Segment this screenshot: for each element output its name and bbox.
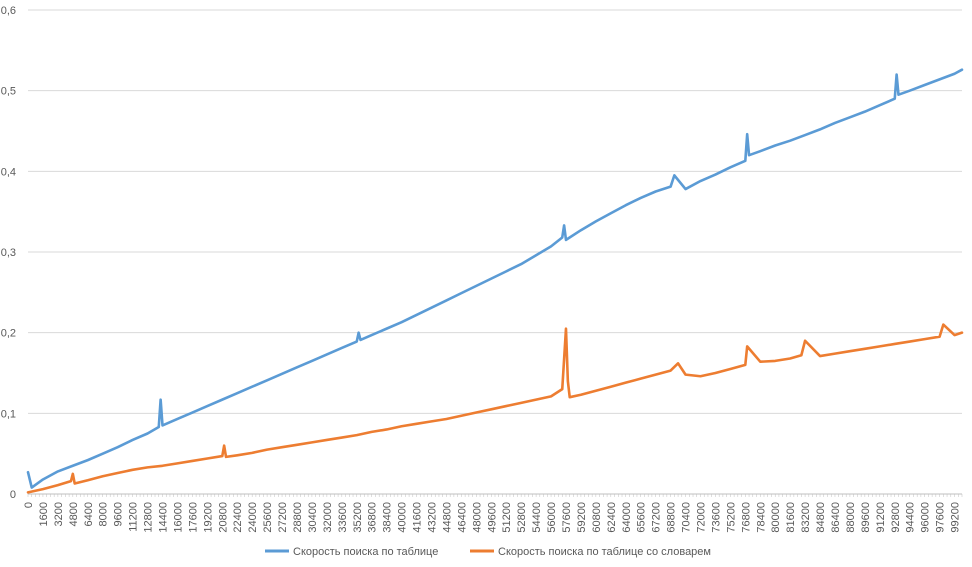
legend-label: Скорость поиска по таблице со словарем: [498, 546, 711, 558]
x-tick-label: 78400: [755, 502, 767, 533]
y-tick-label: 0,2: [1, 328, 16, 340]
x-tick-label: 70400: [681, 502, 693, 533]
y-tick-label: 0,4: [1, 166, 16, 178]
x-axis-ticks: 0 1600 3200 4800 6400 8000 9600 11200 12800 14400…: [23, 494, 963, 533]
x-tick-label: 11200: [128, 502, 140, 532]
x-tick-label: 43200: [426, 502, 438, 533]
x-tick-label: 52800: [516, 502, 528, 533]
x-tick-label: 0: [23, 502, 35, 508]
x-tick-label: 94400: [905, 502, 917, 533]
x-tick-label: 86400: [830, 502, 842, 533]
x-tick-label: 35200: [352, 502, 364, 533]
x-tick-label: 88000: [845, 502, 857, 533]
x-tick-label: 73600: [710, 502, 722, 533]
series-line-2: [26, 323, 964, 494]
x-tick-label: 83200: [800, 502, 812, 533]
x-tick-label: 56000: [546, 502, 558, 533]
x-tick-label: 6400: [83, 502, 95, 526]
x-tick-label: 25600: [262, 502, 274, 533]
y-tick-label: 0: [10, 489, 16, 501]
y-axis-ticks: 0 0,1 0,2 0,3 0,4 0,5 0,6: [1, 5, 16, 501]
x-tick-label: 64000: [621, 502, 633, 533]
y-tick-label: 0,1: [1, 408, 16, 420]
x-tick-label: 72000: [695, 502, 707, 533]
x-tick-label: 67200: [651, 502, 663, 533]
x-tick-label: 92800: [890, 502, 902, 533]
y-tick-label: 0,3: [1, 247, 16, 259]
x-tick-label: 32000: [322, 502, 334, 533]
x-tick-label: 51200: [501, 502, 513, 533]
x-tick-label: 14400: [157, 502, 169, 533]
x-tick-label: 49600: [486, 502, 498, 533]
gridlines: [28, 9, 962, 495]
x-tick-label: 48000: [471, 502, 483, 533]
x-tick-label: 89600: [860, 502, 872, 533]
x-tick-label: 80000: [770, 502, 782, 533]
x-tick-label: 22400: [232, 502, 244, 533]
x-tick-label: 65600: [636, 502, 648, 533]
series-line-1: [26, 68, 964, 489]
x-tick-label: 62400: [606, 502, 618, 533]
x-tick-label: 40000: [397, 502, 409, 533]
x-tick-label: 96000: [920, 502, 932, 533]
x-tick-label: 20800: [217, 502, 229, 533]
x-tick-label: 91200: [875, 502, 887, 533]
x-tick-label: 57600: [561, 502, 573, 533]
x-tick-label: 59200: [576, 502, 588, 533]
x-tick-label: 9600: [113, 502, 125, 526]
x-tick-label: 36800: [367, 502, 379, 533]
x-tick-label: 46400: [456, 502, 468, 533]
legend-label: Скорость поиска по таблице: [293, 546, 438, 558]
x-tick-label: 97600: [935, 502, 947, 533]
x-tick-label: 12800: [143, 502, 155, 533]
series-lines: [26, 68, 964, 494]
x-tick-label: 44800: [441, 502, 453, 533]
legend: Скорость поиска по таблице Скорость поиск…: [265, 546, 711, 558]
x-tick-label: 38400: [382, 502, 394, 533]
y-tick-label: 0,5: [1, 86, 16, 98]
x-tick-label: 84800: [815, 502, 827, 533]
x-tick-label: 28800: [292, 502, 304, 533]
x-tick-label: 75200: [725, 502, 737, 533]
x-tick-label: 27200: [277, 502, 289, 533]
y-tick-label: 0,6: [1, 5, 16, 17]
x-tick-label: 81600: [785, 502, 797, 533]
x-tick-label: 4800: [68, 502, 80, 526]
x-tick-label: 99200: [950, 502, 962, 533]
x-tick-label: 30400: [307, 502, 319, 533]
x-tick-label: 3200: [53, 502, 65, 526]
x-tick-label: 24000: [247, 502, 259, 533]
x-tick-label: 16000: [172, 502, 184, 533]
x-tick-label: 68800: [666, 502, 678, 533]
x-tick-label: 54400: [531, 502, 543, 533]
x-tick-label: 17600: [187, 502, 199, 533]
x-tick-label: 41600: [412, 502, 424, 533]
x-tick-label: 1600: [38, 502, 50, 526]
x-tick-label: 8000: [98, 502, 110, 526]
x-tick-label: 60800: [591, 502, 603, 533]
x-tick-label: 76800: [740, 502, 752, 533]
x-tick-label: 19200: [202, 502, 214, 533]
x-tick-label: 33600: [337, 502, 349, 533]
